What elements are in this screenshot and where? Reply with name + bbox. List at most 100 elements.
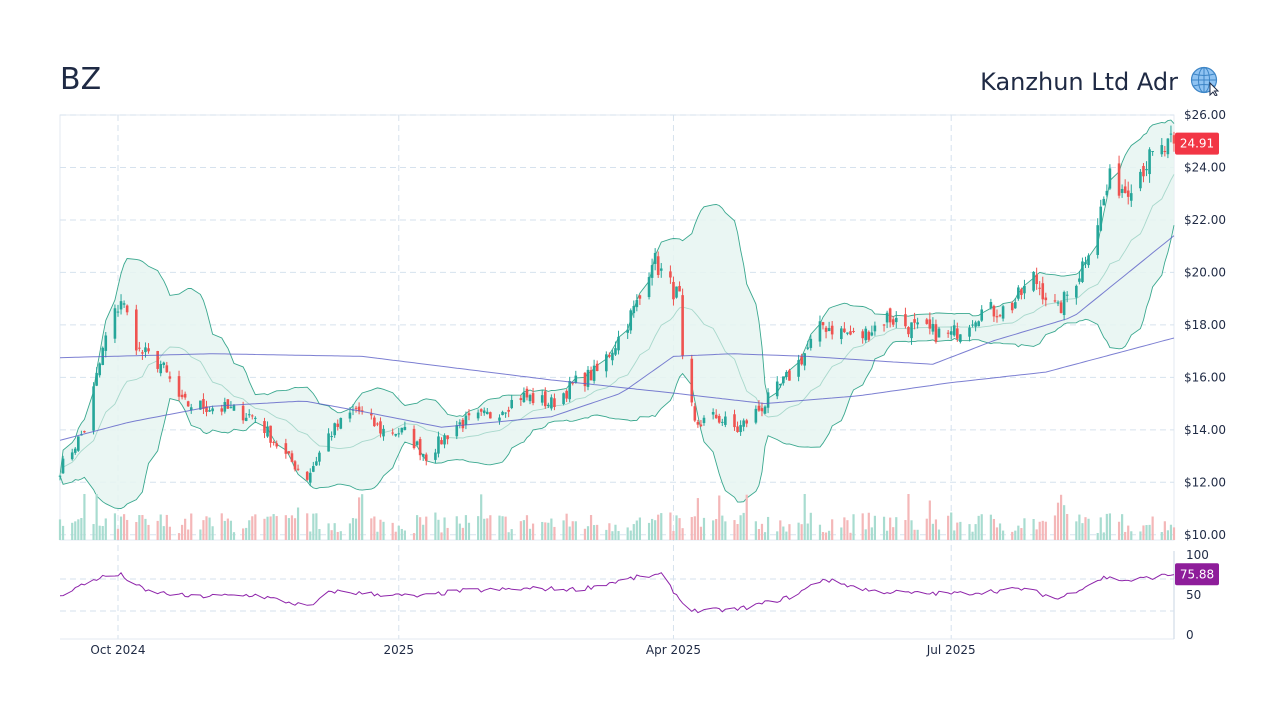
candle-body <box>116 311 120 313</box>
candle-body <box>650 265 654 278</box>
volume-bar <box>1102 532 1105 540</box>
volume-bar <box>1041 520 1044 540</box>
candle-body <box>785 372 788 378</box>
volume-bar <box>647 522 651 540</box>
candle-body <box>464 415 468 425</box>
candle-body <box>724 416 727 425</box>
volume-bar <box>779 520 782 540</box>
volume-bar <box>275 516 278 540</box>
volume-bar <box>113 513 117 540</box>
volume-bar <box>886 530 889 540</box>
candle-body <box>1065 294 1069 296</box>
candle-body <box>611 352 614 361</box>
candle-body <box>763 406 767 414</box>
volume-bar <box>1044 521 1047 540</box>
candle-body <box>180 394 184 398</box>
candle-body <box>925 319 929 324</box>
volume-bar <box>1001 530 1005 540</box>
candle-body <box>379 421 382 434</box>
band-middle <box>59 174 1175 476</box>
volume-bar <box>1084 517 1087 540</box>
volume-bar <box>788 524 791 540</box>
candle-body <box>168 376 172 379</box>
candle-body <box>1056 302 1060 304</box>
last-price-label: 24.91 <box>1180 137 1214 151</box>
candle-body <box>565 390 568 399</box>
candle-body <box>373 417 376 427</box>
volume-bar <box>1166 530 1169 540</box>
candle-body <box>504 412 507 414</box>
volume-bar <box>968 524 971 540</box>
volume-bar <box>669 512 672 540</box>
candle-body <box>1145 168 1148 171</box>
volume-bar <box>1096 532 1099 540</box>
candle-body <box>70 452 74 460</box>
candle-body <box>202 399 205 409</box>
volume-bar <box>483 518 486 540</box>
candle-body <box>1151 150 1154 152</box>
candle-body <box>1139 171 1142 189</box>
candle-body <box>937 328 941 338</box>
volume-bar <box>232 532 236 540</box>
volume-bar <box>593 525 596 540</box>
volume-bar <box>828 530 831 540</box>
rsi-value-badge <box>1175 563 1219 586</box>
candle-body <box>1075 285 1078 298</box>
volume-bar <box>525 515 529 540</box>
candle-body <box>339 417 343 429</box>
volume-bar <box>998 523 1002 540</box>
volume-bar <box>760 523 764 540</box>
volume-bar <box>306 513 309 540</box>
candle-body <box>382 428 385 437</box>
candle-body <box>266 426 269 437</box>
volume-bar <box>205 516 208 540</box>
volume-bar <box>101 526 104 540</box>
candle-body <box>1023 285 1026 294</box>
candle-body <box>766 392 770 408</box>
candle-body <box>525 388 529 398</box>
candle-body <box>290 453 294 462</box>
volume-bar <box>1075 521 1078 540</box>
volume-bar <box>312 513 315 540</box>
volume-bar <box>568 526 571 540</box>
candle-body <box>952 325 956 336</box>
candle-body <box>1142 165 1145 177</box>
price-tick-label: $16.00 <box>1184 370 1226 384</box>
globe-icon[interactable] <box>1190 66 1220 96</box>
candle-body <box>83 431 86 433</box>
candle-body <box>1169 133 1173 135</box>
volume-bar <box>904 520 907 540</box>
candle-body <box>357 406 361 412</box>
candle-body <box>992 305 996 317</box>
candle-body <box>1117 163 1121 196</box>
candle-body <box>287 451 291 454</box>
volume-bar <box>1169 524 1173 540</box>
candle-body <box>58 475 62 477</box>
candle-body <box>95 373 98 386</box>
candle-body <box>467 413 471 416</box>
candle-body <box>894 317 898 323</box>
candle-body <box>531 393 535 404</box>
candle-body <box>586 369 590 387</box>
volume-bar <box>1139 531 1142 540</box>
candle-body <box>888 308 892 323</box>
volume-bar <box>461 527 464 540</box>
volume-bar <box>333 523 336 540</box>
volume-bar <box>766 516 770 540</box>
volume-bar <box>724 521 727 540</box>
candle-body <box>437 436 440 454</box>
candle-body <box>867 331 871 340</box>
volume-bar <box>959 521 962 540</box>
volume-bar <box>818 524 822 540</box>
volume-bar <box>412 533 416 540</box>
volume-bar <box>1099 517 1102 540</box>
volume-bar <box>864 529 867 540</box>
company-name: Kanzhun Ltd Adr <box>980 68 1178 96</box>
candle-body <box>482 410 486 414</box>
candle-body <box>653 252 657 264</box>
candle-body <box>61 458 65 474</box>
candle-body <box>455 425 459 437</box>
volume-bar <box>605 529 608 540</box>
volume-bar <box>739 515 742 540</box>
